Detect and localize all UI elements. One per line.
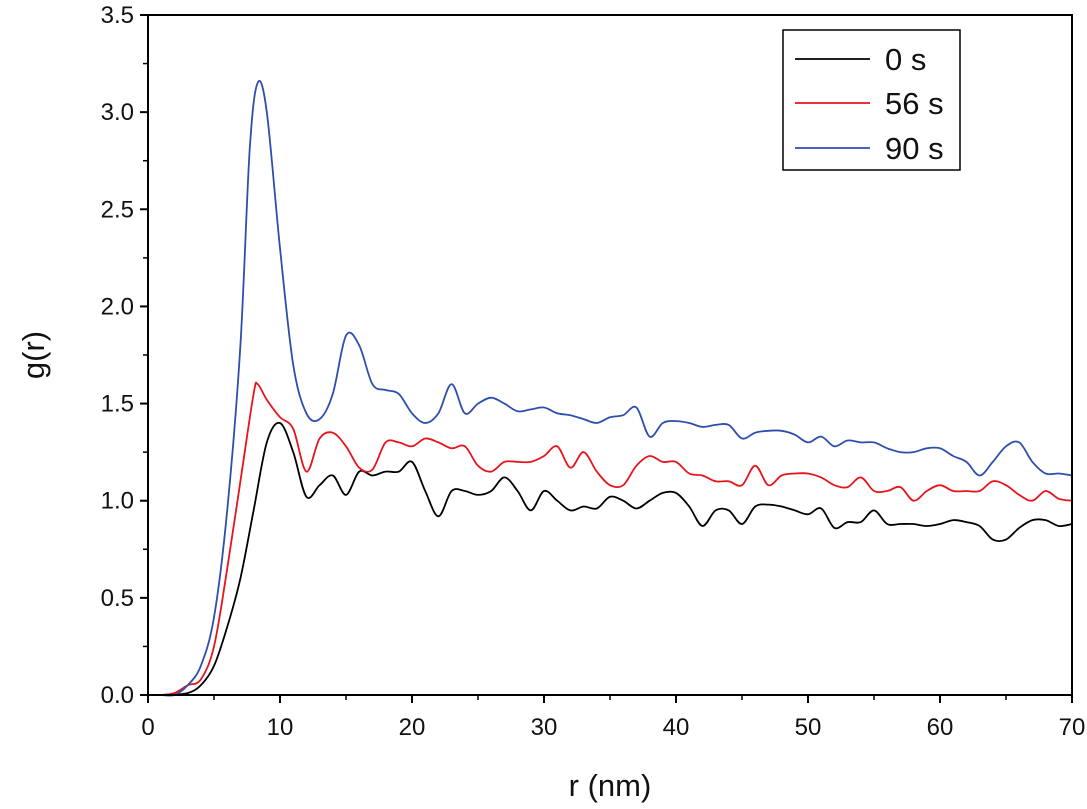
series-line-56s <box>161 381 1073 696</box>
y-tick-label: 2.5 <box>101 196 134 223</box>
y-tick-label: 1.5 <box>101 391 134 418</box>
x-tick-label: 30 <box>531 714 558 741</box>
series-layer <box>161 80 1073 697</box>
x-tick-label: 70 <box>1059 714 1086 741</box>
x-tick-label: 40 <box>663 714 690 741</box>
legend-label-0s: 0 s <box>885 42 926 77</box>
series-line-0s <box>167 421 1073 696</box>
series-line-90s <box>161 80 1073 697</box>
y-tick-label: 3.0 <box>101 99 134 126</box>
x-tick-label: 60 <box>927 714 954 741</box>
x-tick-label: 10 <box>267 714 294 741</box>
axis-ticks: 0 10 20 30 40 50 60 70 0.0 0.5 1.0 1.5 2.0 2.5 3.0 3.5 <box>101 2 1086 741</box>
y-tick-label: 3.5 <box>101 2 134 29</box>
y-axis-label: g(r) <box>16 331 51 379</box>
legend-box <box>782 29 961 171</box>
y-tick-label: 1.0 <box>101 488 134 515</box>
x-tick-label: 20 <box>399 714 426 741</box>
y-tick-label: 0.0 <box>101 682 134 709</box>
legend-label-90s: 90 s <box>885 131 944 166</box>
legend: 0 s 56 s 90 s <box>782 29 961 171</box>
y-tick-label: 2.0 <box>101 293 134 320</box>
legend-label-56s: 56 s <box>885 86 944 121</box>
y-tick-label: 0.5 <box>101 585 134 612</box>
x-axis-label: r (nm) <box>569 768 652 803</box>
x-tick-label: 0 <box>141 714 154 741</box>
x-tick-label: 50 <box>795 714 822 741</box>
